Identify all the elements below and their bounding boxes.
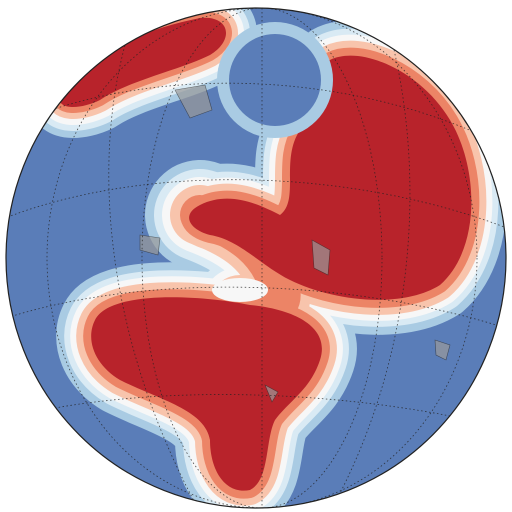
land-patches xyxy=(139,84,451,403)
neutral-patch xyxy=(212,278,268,302)
low-center xyxy=(217,22,333,138)
globe-outline xyxy=(5,7,507,509)
